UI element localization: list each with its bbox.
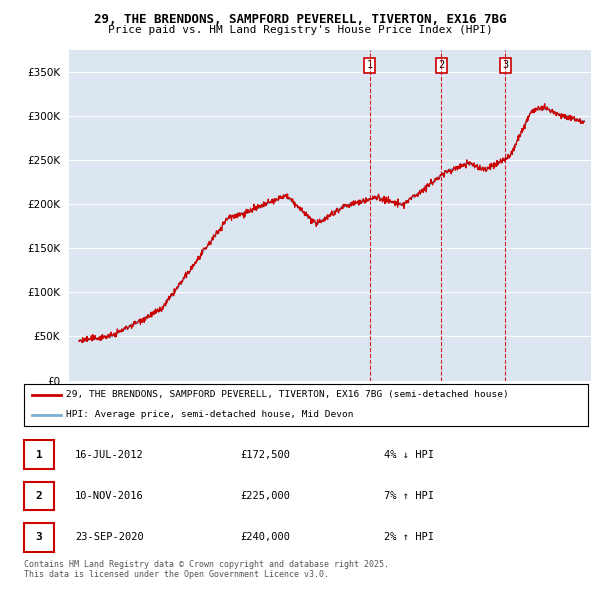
Text: 2: 2 [35,491,43,501]
Text: 3: 3 [35,532,43,542]
Text: Contains HM Land Registry data © Crown copyright and database right 2025.: Contains HM Land Registry data © Crown c… [24,560,389,569]
Text: 1: 1 [367,60,373,70]
Text: £240,000: £240,000 [240,532,290,542]
Text: 16-JUL-2012: 16-JUL-2012 [75,450,144,460]
Text: HPI: Average price, semi-detached house, Mid Devon: HPI: Average price, semi-detached house,… [66,411,354,419]
Text: 1: 1 [35,450,43,460]
Text: 29, THE BRENDONS, SAMPFORD PEVERELL, TIVERTON, EX16 7BG: 29, THE BRENDONS, SAMPFORD PEVERELL, TIV… [94,13,506,26]
Text: £172,500: £172,500 [240,450,290,460]
Text: 2: 2 [438,60,445,70]
Text: 29, THE BRENDONS, SAMPFORD PEVERELL, TIVERTON, EX16 7BG (semi-detached house): 29, THE BRENDONS, SAMPFORD PEVERELL, TIV… [66,391,509,399]
Text: 2% ↑ HPI: 2% ↑ HPI [384,532,434,542]
Text: £225,000: £225,000 [240,491,290,501]
Text: This data is licensed under the Open Government Licence v3.0.: This data is licensed under the Open Gov… [24,571,329,579]
Text: Price paid vs. HM Land Registry's House Price Index (HPI): Price paid vs. HM Land Registry's House … [107,25,493,35]
Text: 23-SEP-2020: 23-SEP-2020 [75,532,144,542]
Text: 10-NOV-2016: 10-NOV-2016 [75,491,144,501]
Text: 3: 3 [502,60,508,70]
Text: 7% ↑ HPI: 7% ↑ HPI [384,491,434,501]
Text: 4% ↓ HPI: 4% ↓ HPI [384,450,434,460]
